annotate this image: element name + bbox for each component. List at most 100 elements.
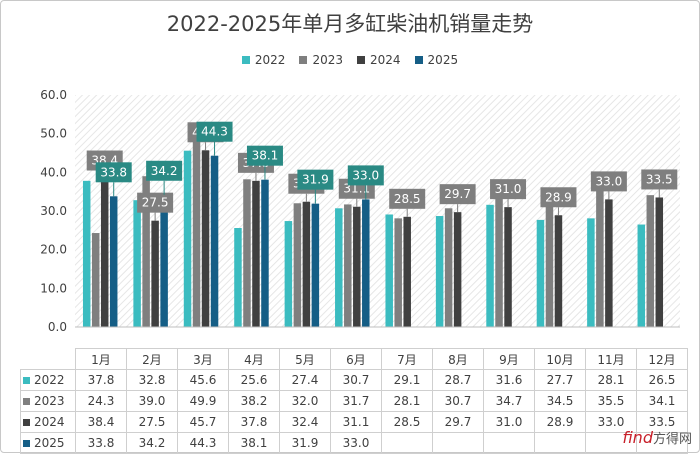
table-cell: 38.2 <box>229 391 280 412</box>
table-cell: 28.9 <box>535 412 586 433</box>
y-tick-label: 20.0 <box>40 243 67 257</box>
x-tick-label: 9月 <box>484 349 535 370</box>
bar-2023-12 <box>647 195 655 327</box>
table-cell <box>535 433 586 454</box>
data-label: 34.2 <box>151 164 178 178</box>
table-row-label: 2022 <box>21 370 76 391</box>
table-cell: 31.7 <box>331 391 382 412</box>
table-cell: 24.3 <box>76 391 127 412</box>
table-cell: 25.6 <box>229 370 280 391</box>
bar-2022-3 <box>184 151 192 327</box>
bar-2025-6 <box>362 199 370 327</box>
bar-2023-11 <box>596 190 604 327</box>
table-cell: 28.5 <box>382 412 433 433</box>
series-swatch <box>23 398 30 405</box>
y-tick-label: 10.0 <box>40 281 67 295</box>
bar-2025-3 <box>211 156 219 327</box>
table-cell: 29.7 <box>433 412 484 433</box>
bar-2022-10 <box>537 220 545 327</box>
data-label: 44.3 <box>201 125 228 139</box>
bar-2023-6 <box>344 204 352 327</box>
table-cell: 31.6 <box>484 370 535 391</box>
x-tick-label: 7月 <box>382 349 433 370</box>
table-cell: 28.1 <box>586 370 637 391</box>
bar-2023-3 <box>193 134 201 327</box>
table-cell: 28.1 <box>382 391 433 412</box>
table-cell: 45.7 <box>178 412 229 433</box>
bar-2022-9 <box>486 205 494 327</box>
table-cell: 34.7 <box>484 391 535 412</box>
y-tick-label: 40.0 <box>40 165 67 179</box>
bar-2022-8 <box>436 216 444 327</box>
bar-2023-7 <box>394 218 402 327</box>
series-name: 2025 <box>34 436 65 450</box>
x-tick-label: 1月 <box>76 349 127 370</box>
data-label: 28.5 <box>394 192 421 206</box>
bar-2023-4 <box>243 179 251 327</box>
bar-2024-11 <box>605 199 613 327</box>
table-corner <box>21 349 76 370</box>
table-cell: 38.4 <box>76 412 127 433</box>
bar-2024-3 <box>202 150 210 327</box>
bar-2022-12 <box>638 225 646 327</box>
bar-2022-7 <box>385 214 393 327</box>
bar-2024-4 <box>252 181 259 327</box>
table-cell: 38.1 <box>229 433 280 454</box>
x-tick-label: 10月 <box>535 349 586 370</box>
table-cell: 45.6 <box>178 370 229 391</box>
bar-2025-1 <box>110 196 118 327</box>
bar-2022-11 <box>587 218 595 327</box>
table-cell: 32.0 <box>280 391 331 412</box>
bar-2023-1 <box>92 233 100 327</box>
table-cell: 31.0 <box>484 412 535 433</box>
table-cell: 34.2 <box>127 433 178 454</box>
series-name: 2022 <box>34 373 65 387</box>
x-tick-label: 3月 <box>178 349 229 370</box>
x-tick-label: 2月 <box>127 349 178 370</box>
table-row-label: 2025 <box>21 433 76 454</box>
bar-2022-6 <box>335 208 343 327</box>
data-label: 33.5 <box>646 172 673 186</box>
table-cell: 32.8 <box>127 370 178 391</box>
table-cell: 29.1 <box>382 370 433 391</box>
x-tick-label: 6月 <box>331 349 382 370</box>
data-label: 38.1 <box>252 149 279 163</box>
bar-2023-10 <box>546 194 554 327</box>
series-swatch <box>23 377 30 384</box>
data-label: 28.9 <box>545 190 572 204</box>
table-cell: 31.9 <box>280 433 331 454</box>
table-cell: 26.5 <box>637 370 688 391</box>
bar-2022-2 <box>133 200 141 327</box>
x-tick-label: 11月 <box>586 349 637 370</box>
series-swatch <box>23 419 30 426</box>
watermark-logo: find方得网 <box>622 428 692 447</box>
series-name: 2024 <box>34 415 65 429</box>
table-cell: 27.4 <box>280 370 331 391</box>
table-cell: 31.1 <box>331 412 382 433</box>
bar-2025-2 <box>160 195 168 327</box>
table-cell: 34.1 <box>637 391 688 412</box>
table-cell: 28.7 <box>433 370 484 391</box>
bar-2024-7 <box>403 217 411 327</box>
table-row-label: 2023 <box>21 391 76 412</box>
table-cell: 30.7 <box>331 370 382 391</box>
table-cell: 37.8 <box>76 370 127 391</box>
bar-2022-5 <box>285 221 293 327</box>
table-cell: 49.9 <box>178 391 229 412</box>
bar-2024-12 <box>656 197 664 327</box>
table-cell: 44.3 <box>178 433 229 454</box>
data-label: 33.0 <box>352 168 379 182</box>
table-cell: 33.0 <box>331 433 382 454</box>
table-cell <box>484 433 535 454</box>
x-tick-label: 5月 <box>280 349 331 370</box>
data-label: 33.8 <box>100 165 127 179</box>
y-tick-label: 50.0 <box>40 127 67 141</box>
bar-2022-4 <box>234 228 242 327</box>
x-tick-label: 4月 <box>229 349 280 370</box>
table-cell: 39.0 <box>127 391 178 412</box>
data-label: 31.9 <box>302 173 329 187</box>
bar-2023-5 <box>294 203 302 327</box>
